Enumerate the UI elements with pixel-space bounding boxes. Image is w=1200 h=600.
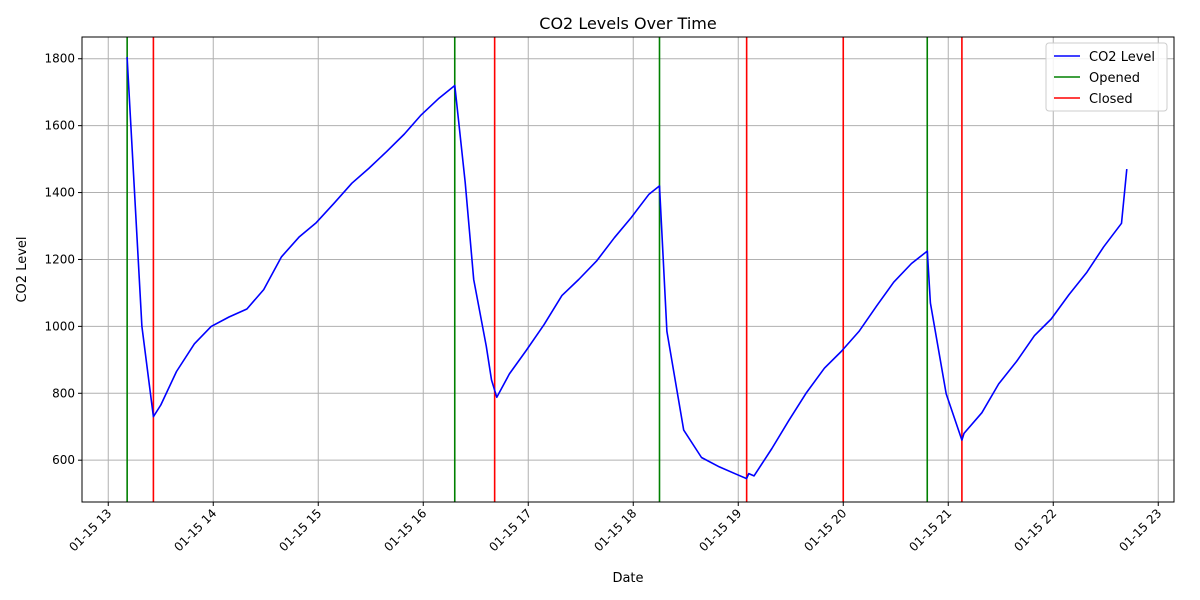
legend-label: Closed — [1089, 92, 1133, 107]
plot-frame — [81, 36, 1175, 503]
legend-label: Opened — [1089, 71, 1140, 86]
x-tick-label: 01-15 16 — [381, 506, 429, 554]
legend-box — [1045, 42, 1168, 112]
x-tick-label: 01-15 13 — [66, 506, 114, 554]
x-tick-label: 01-15 23 — [1116, 506, 1164, 554]
x-tick-label: 01-15 19 — [696, 506, 744, 554]
y-axis-label: CO2 Level — [15, 236, 30, 302]
event-lines — [126, 37, 963, 502]
y-tick-label: 600 — [52, 453, 75, 467]
axes: 01-15 13 01-15 14 01-15 15 01-15 16 01-15 17… — [44, 52, 1164, 555]
y-tick-label: 1800 — [44, 52, 75, 66]
y-tick-label: 800 — [52, 386, 75, 400]
series-lines — [126, 57, 1128, 480]
y-tick-label: 1200 — [44, 252, 75, 266]
x-tick-label: 01-15 17 — [486, 506, 534, 554]
co2-level-line — [126, 57, 1128, 480]
x-axis-label: Date — [612, 571, 643, 586]
x-tick-label: 01-15 14 — [171, 506, 219, 554]
x-tick-label: 01-15 15 — [276, 506, 324, 554]
chart-title: CO2 Levels Over Time — [539, 14, 716, 33]
y-tick-label: 1400 — [44, 186, 75, 200]
x-tick-label: 01-15 18 — [591, 506, 639, 554]
grid — [82, 37, 1174, 502]
x-tick-label: 01-15 22 — [1011, 506, 1059, 554]
x-tick-label: 01-15 21 — [906, 506, 954, 554]
legend-label: CO2 Level — [1089, 50, 1155, 65]
y-tick-label: 1600 — [44, 119, 75, 133]
legend: CO2 Level Opened Closed — [1045, 42, 1168, 112]
x-tick-label: 01-15 20 — [801, 506, 849, 554]
y-tick-label: 1000 — [44, 319, 75, 333]
